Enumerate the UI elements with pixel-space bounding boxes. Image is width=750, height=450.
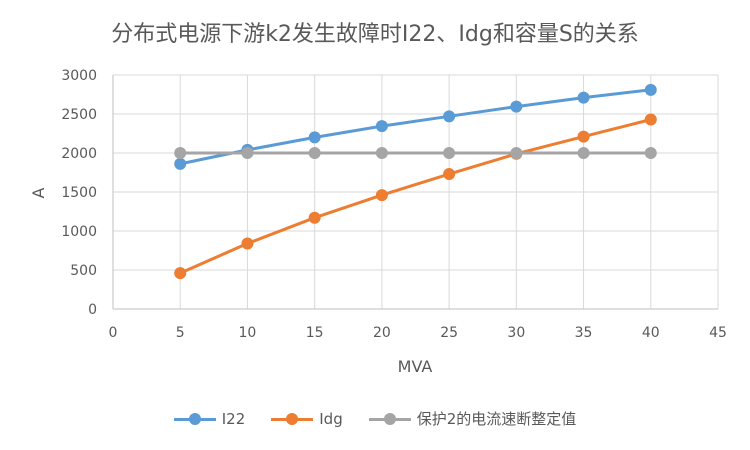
- series-2-point: [241, 237, 254, 250]
- series-2-point: [375, 189, 388, 202]
- x-axis-title: MVA: [398, 357, 433, 376]
- series-1-point: [510, 100, 523, 113]
- legend-item-i22: I22: [173, 408, 246, 429]
- x-tick-label: 45: [709, 325, 727, 341]
- y-tick-label: 1000: [61, 224, 97, 240]
- x-tick-label: 20: [373, 325, 391, 341]
- legend-swatch-setting: [368, 412, 411, 425]
- legend-label-i22: I22: [221, 409, 246, 428]
- tick-labels: 0 500 1000 1500 2000 2500 3000 0 5 10 15 20 25 30 35 40…: [61, 68, 727, 341]
- y-tick-label: 2000: [61, 146, 97, 162]
- series-3-point: [577, 147, 590, 159]
- legend-item-setting: 保护2的电流速断整定值: [368, 408, 577, 429]
- series-lines: [174, 83, 657, 280]
- y-tick-label: 0: [88, 302, 97, 318]
- legend-swatch-idg: [271, 412, 314, 425]
- series-2-point: [577, 130, 590, 143]
- series-1-line: [179, 88, 651, 166]
- series-3-point: [510, 147, 523, 159]
- y-tick-label: 3000: [61, 68, 97, 84]
- series-3-point: [375, 147, 388, 159]
- x-tick-label: 0: [109, 325, 118, 341]
- series-2-point: [174, 267, 187, 280]
- x-tick-label: 10: [239, 325, 257, 341]
- legend-label-idg: Idg: [319, 409, 343, 428]
- series-2-line: [179, 118, 652, 275]
- chart-title: 分布式电源下游k2发生故障时I22、Idg和容量S的关系: [111, 22, 639, 47]
- y-axis-title: A: [29, 187, 48, 198]
- series-1-point: [577, 91, 590, 104]
- gridlines: [113, 74, 719, 309]
- y-tick-label: 500: [70, 263, 97, 279]
- series-3-point: [308, 147, 321, 159]
- legend-item-idg: Idg: [271, 408, 343, 429]
- axes: [112, 75, 718, 310]
- x-tick-label: 25: [440, 325, 458, 341]
- series-2-point: [308, 211, 321, 224]
- y-tick-label: 1500: [61, 185, 97, 201]
- series-2-point: [443, 168, 456, 181]
- series-3-point: [174, 147, 187, 159]
- series-2-point: [644, 113, 657, 126]
- x-tick-label: 15: [306, 325, 324, 341]
- legend-label-setting: 保护2的电流速断整定值: [416, 410, 577, 428]
- legend: I22 Idg 保护2的电流速断整定值: [0, 408, 750, 429]
- x-tick-label: 30: [507, 325, 525, 341]
- series-1-point: [308, 131, 321, 144]
- x-tick-label: 40: [642, 325, 660, 341]
- x-tick-label: 35: [575, 325, 593, 341]
- series-1-point: [644, 83, 657, 96]
- legend-swatch-i22: [173, 412, 216, 425]
- x-tick-label: 5: [176, 325, 185, 341]
- series-1-point: [375, 120, 388, 133]
- series-3-point: [241, 147, 254, 159]
- y-tick-label: 2500: [61, 107, 97, 123]
- series-3-point: [644, 147, 657, 159]
- series-1-point: [174, 157, 187, 170]
- series-3-point: [443, 147, 456, 159]
- series-1-point: [443, 110, 456, 123]
